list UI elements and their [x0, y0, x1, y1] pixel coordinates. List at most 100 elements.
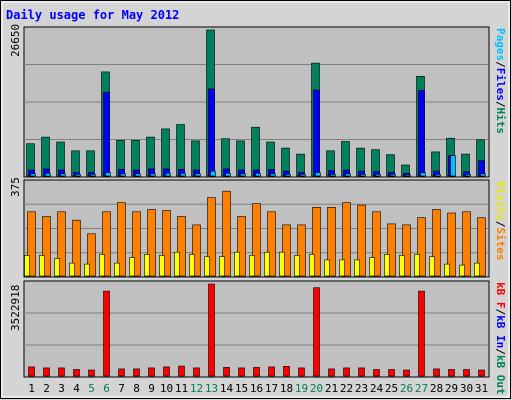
x-tick-label-27: 27	[415, 382, 428, 395]
bar-visits-day-18	[279, 251, 285, 277]
x-tick-label-15: 15	[235, 382, 248, 395]
bar-pages-day-25	[390, 174, 396, 177]
bars-top	[26, 29, 486, 177]
bar-pages-day-23	[360, 174, 366, 177]
bar-files-day-6	[103, 91, 110, 177]
bar-pages-day-29	[450, 155, 456, 177]
bar-kb-f-day-13	[208, 283, 215, 377]
bar-visits-day-28	[429, 256, 435, 277]
bar-visits-day-22	[339, 259, 345, 277]
bar-kb-f-day-9	[148, 367, 155, 377]
bar-kb-f-day-17	[268, 366, 275, 377]
bar-visits-day-30	[459, 264, 465, 277]
bar-visits-day-9	[144, 254, 150, 277]
bar-visits-day-21	[324, 259, 330, 277]
bar-pages-day-27	[420, 172, 426, 177]
panel-bottom	[23, 280, 490, 378]
bar-visits-day-27	[414, 254, 420, 277]
bar-pages-day-10	[165, 173, 171, 177]
bar-pages-day-3	[60, 173, 66, 177]
bar-pages-day-26	[405, 174, 411, 177]
x-axis-labels: 1 2 3 4 5 6 7 8 9 10 11 12 13 14 15 16 17 18 19 20 21 22 23 24 2…	[28, 382, 488, 395]
x-tick-label-3: 3	[58, 382, 65, 395]
bar-pages-day-20	[315, 172, 321, 177]
bar-sites-day-24	[372, 211, 381, 277]
bar-visits-day-25	[384, 254, 390, 277]
bar-visits-day-13	[204, 256, 210, 277]
legend-kb-out: kB Out	[494, 355, 507, 395]
bar-kb-f-day-23	[358, 367, 365, 377]
x-tick-label-17: 17	[265, 382, 278, 395]
bar-pages-day-12	[195, 173, 201, 177]
x-tick-label-30: 30	[460, 382, 473, 395]
bars-middle	[24, 190, 486, 277]
bar-sites-day-26	[402, 224, 411, 277]
bar-pages-day-14	[225, 173, 231, 177]
bar-visits-day-16	[249, 255, 255, 277]
bar-visits-day-17	[264, 251, 270, 277]
x-tick-label-14: 14	[220, 382, 234, 395]
bar-visits-day-10	[159, 255, 165, 277]
bar-pages-day-9	[150, 173, 156, 177]
x-tick-label-24: 24	[370, 382, 384, 395]
x-tick-label-18: 18	[280, 382, 293, 395]
bar-visits-day-8	[129, 257, 135, 277]
bar-sites-day-1	[27, 211, 36, 277]
x-tick-label-21: 21	[325, 382, 338, 395]
bar-kb-f-day-3	[58, 367, 65, 377]
legend-kb-in: kB In	[494, 315, 507, 348]
x-tick-label-22: 22	[340, 382, 353, 395]
bar-pages-day-19	[300, 174, 306, 177]
x-tick-label-10: 10	[160, 382, 173, 395]
bar-pages-day-4	[75, 174, 81, 177]
bar-pages-day-2	[45, 173, 51, 177]
bar-visits-day-2	[39, 255, 45, 277]
x-tick-label-26: 26	[400, 382, 413, 395]
bar-sites-day-17	[267, 211, 276, 277]
bar-kb-f-day-18	[283, 365, 290, 377]
legend-visits: Visits	[494, 181, 507, 221]
bar-sites-day-2	[42, 216, 51, 277]
x-tick-label-12: 12	[190, 382, 203, 395]
bar-visits-day-4	[69, 262, 75, 277]
bar-visits-day-19	[294, 255, 300, 277]
bar-pages-day-21	[330, 174, 336, 177]
bar-visits-day-14	[219, 256, 225, 277]
bar-kb-f-day-16	[253, 367, 260, 377]
bar-pages-day-6	[105, 172, 111, 177]
bar-sites-day-3	[57, 211, 66, 277]
bar-sites-day-12	[192, 224, 201, 277]
bar-visits-day-24	[369, 257, 375, 277]
bar-hits-day-11	[176, 124, 185, 177]
bar-files-day-20	[313, 89, 320, 177]
bar-sites-day-9	[147, 209, 156, 277]
bar-kb-f-day-21	[328, 368, 335, 377]
bar-sites-day-21	[327, 207, 336, 277]
bar-sites-day-4	[72, 219, 81, 277]
bar-pages-day-30	[465, 174, 471, 177]
x-tick-label-13: 13	[205, 382, 218, 395]
bar-pages-day-17	[270, 173, 276, 177]
x-tick-label-11: 11	[175, 382, 188, 395]
bar-pages-day-22	[345, 173, 351, 177]
bar-kb-f-day-12	[193, 367, 200, 377]
x-tick-label-2: 2	[43, 382, 50, 395]
bar-kb-f-day-14	[223, 367, 230, 377]
x-tick-label-19: 19	[295, 382, 308, 395]
x-tick-label-9: 9	[148, 382, 155, 395]
bar-sites-day-22	[342, 202, 351, 277]
bar-kb-f-day-5	[88, 369, 95, 377]
bar-pages-day-16	[255, 173, 261, 177]
bar-sites-day-11	[177, 216, 186, 277]
bar-pages-day-31	[480, 173, 486, 177]
bar-sites-day-18	[282, 224, 291, 277]
x-tick-label-31: 31	[475, 382, 488, 395]
bar-sites-day-19	[297, 224, 306, 277]
bar-pages-day-8	[135, 173, 141, 177]
bar-pages-day-11	[180, 173, 186, 177]
x-tick-label-25: 25	[385, 382, 398, 395]
legend-pages: Pages	[494, 28, 507, 61]
bar-kb-f-day-19	[298, 367, 305, 377]
bar-sites-day-14	[222, 190, 231, 277]
